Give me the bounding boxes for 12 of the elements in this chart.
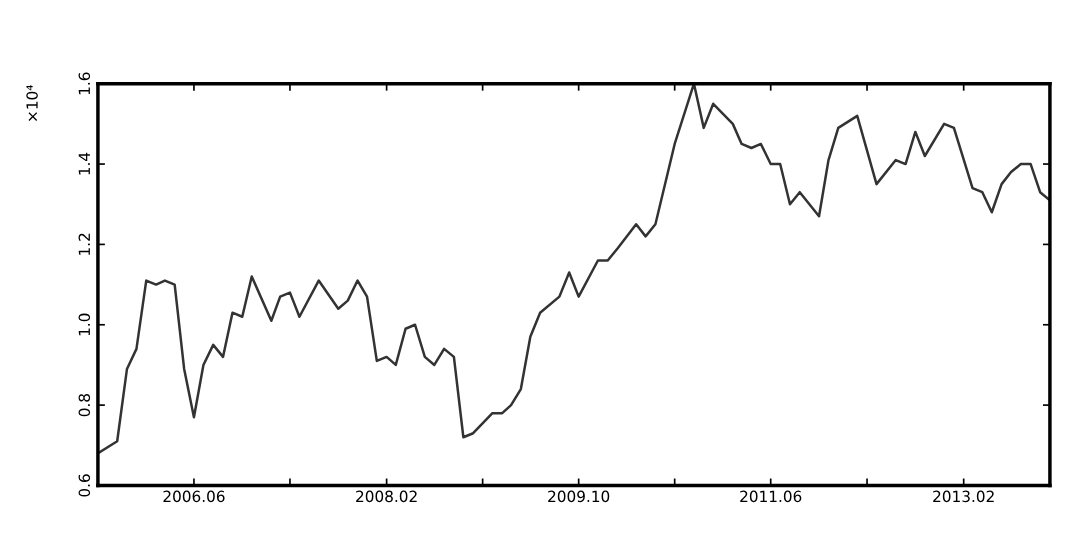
y-tick-label: 1.4 bbox=[78, 152, 90, 175]
y-tick-label: 1.0 bbox=[78, 313, 91, 336]
y-tick-label: 1.2 bbox=[78, 233, 90, 255]
y-axis-title: ×10⁴ bbox=[26, 85, 38, 121]
x-tick-label: 2008.02 bbox=[356, 490, 417, 503]
y-tick-label: 0.6 bbox=[78, 474, 91, 497]
x-tick-label: 2011.06 bbox=[740, 490, 802, 503]
x-tick-label: 2013.02 bbox=[933, 490, 994, 503]
x-tick-label: 2009.10 bbox=[548, 490, 610, 503]
x-tick-label: 2006.06 bbox=[163, 490, 225, 503]
y-tick-label: 0.8 bbox=[78, 394, 91, 417]
y-tick-label: 1.6 bbox=[78, 72, 91, 95]
